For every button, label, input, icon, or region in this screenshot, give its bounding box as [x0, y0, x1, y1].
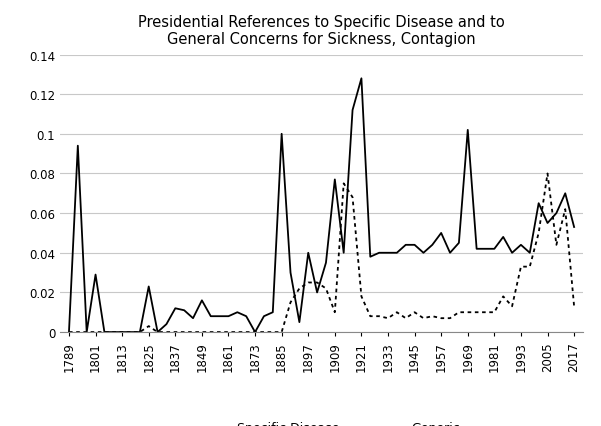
Line: Specific Disease: Specific Disease [69, 174, 574, 332]
Generic [180, 308, 188, 313]
Generic [570, 225, 578, 230]
Generic [411, 243, 418, 248]
Specific Disease [66, 330, 73, 335]
Specific Disease [189, 330, 197, 335]
Legend: Specific Disease, Generic: Specific Disease, Generic [178, 416, 465, 426]
Specific Disease [570, 304, 578, 309]
Generic [189, 316, 197, 321]
Generic [358, 77, 365, 82]
Generic [553, 211, 560, 216]
Specific Disease [491, 310, 498, 315]
Specific Disease [553, 243, 560, 248]
Line: Generic: Generic [69, 79, 574, 332]
Specific Disease [544, 172, 551, 177]
Generic [447, 250, 454, 256]
Generic [66, 330, 73, 335]
Generic [499, 235, 507, 240]
Specific Disease [438, 316, 445, 321]
Title: Presidential References to Specific Disease and to
General Concerns for Sickness: Presidential References to Specific Dise… [138, 15, 505, 47]
Specific Disease [402, 316, 409, 321]
Specific Disease [180, 330, 188, 335]
